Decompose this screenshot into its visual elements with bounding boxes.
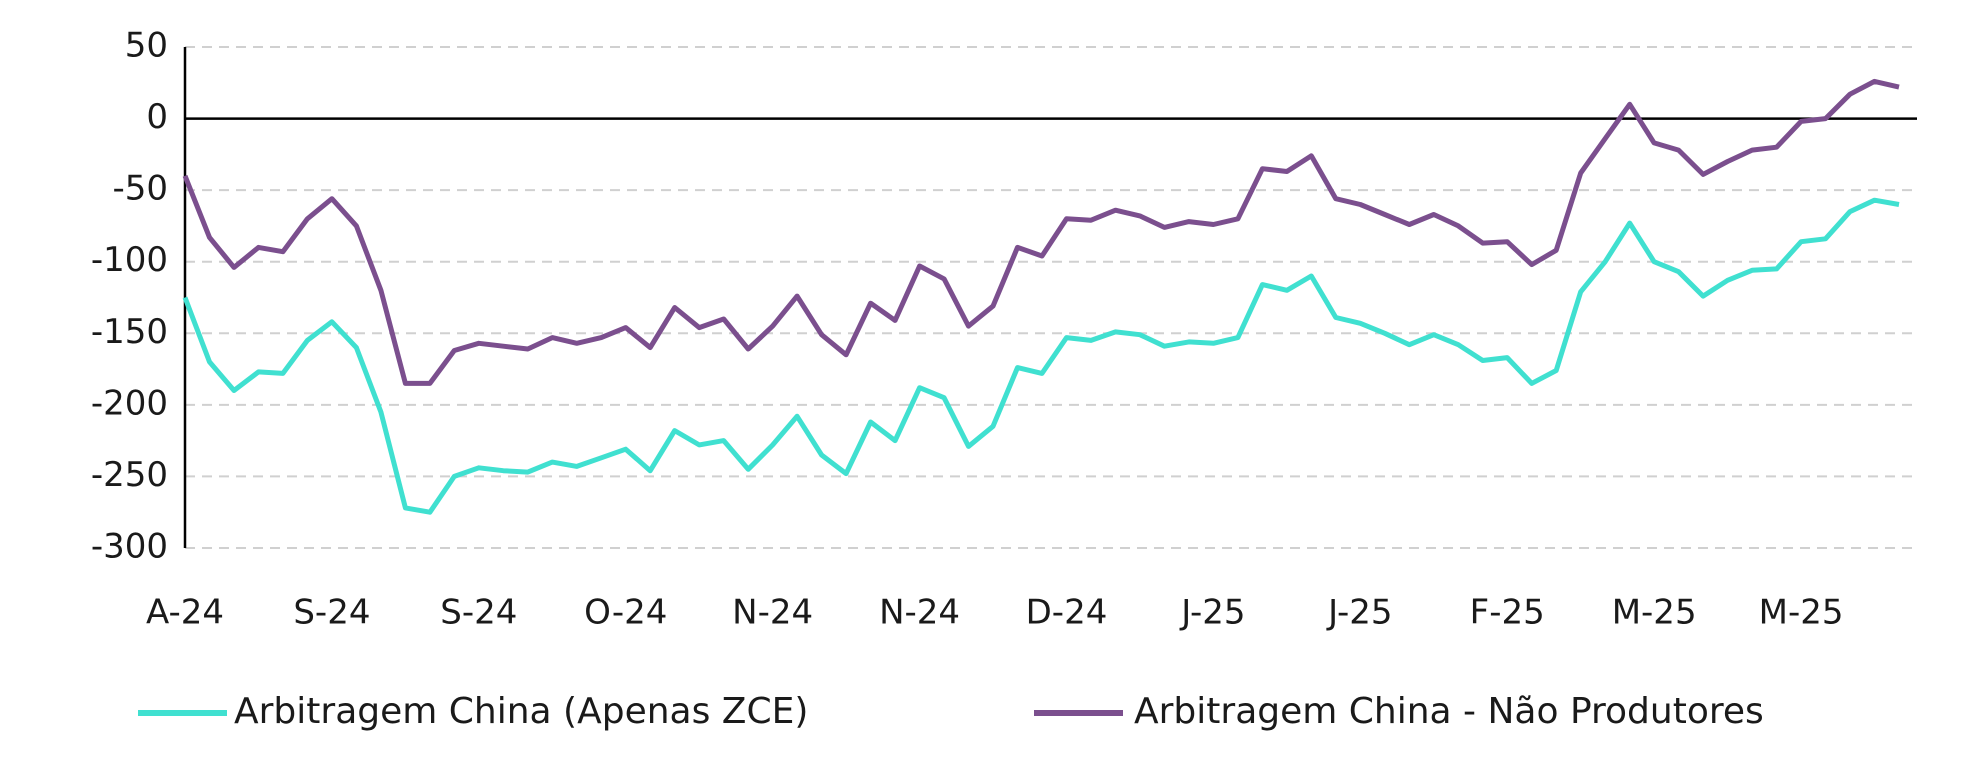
series-line: [182, 78, 1900, 386]
x-tick-label: S-24: [440, 593, 517, 633]
series-line: [182, 197, 1900, 515]
x-tick-label: M-25: [1612, 593, 1697, 633]
x-tick-label: O-24: [584, 593, 667, 633]
y-tick-label: -100: [91, 240, 168, 280]
y-tick-label: -300: [91, 527, 168, 567]
y-tick-label: 0: [146, 97, 168, 137]
y-tick-label: -50: [112, 169, 168, 209]
x-tick-label: N-24: [879, 593, 960, 633]
x-tick-label: D-24: [1026, 593, 1108, 633]
y-tick-label: -200: [91, 383, 168, 423]
y-tick-label: -150: [91, 312, 168, 352]
y-tick-label: -250: [91, 455, 168, 495]
grid: -300 -250 -200 -150 -100 -50 0 50 A-24 S-24 S-24 O-…: [91, 26, 1917, 633]
x-tick-label: S-24: [293, 593, 370, 633]
legend: Arbitragem China (Apenas ZCE) Arbitragem …: [138, 691, 1764, 732]
legend-label: Arbitragem China (Apenas ZCE): [234, 691, 808, 732]
y-tick-label: 50: [125, 26, 168, 66]
x-tick-label: F-25: [1470, 593, 1545, 633]
plot: [182, 78, 1900, 515]
x-tick-label: J-25: [1326, 593, 1392, 633]
x-tick-label: M-25: [1759, 593, 1844, 633]
x-tick-label: J-25: [1179, 593, 1245, 633]
x-tick-label: A-24: [146, 593, 224, 633]
legend-label: Arbitragem China - Não Produtores: [1134, 691, 1764, 732]
x-tick-label: N-24: [732, 593, 813, 633]
